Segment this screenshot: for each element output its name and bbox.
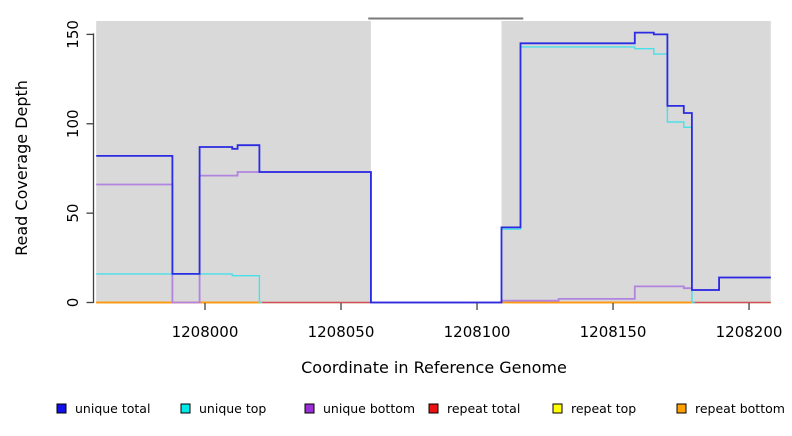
axes: 0 50 100 150 1208000 1208050 1208100 1208150 120… xyxy=(64,20,782,341)
y-tick-label: 100 xyxy=(64,109,82,138)
x-tick-label: 1208100 xyxy=(444,323,511,341)
legend-swatch xyxy=(428,403,439,414)
legend-label: repeat total xyxy=(447,401,520,416)
y-tick-label: 0 xyxy=(64,298,82,308)
series-unique-top xyxy=(96,46,695,304)
legend-label: repeat top xyxy=(571,401,636,416)
legend-item-unique-bottom: unique bottom xyxy=(304,401,415,416)
legend-label: unique top xyxy=(199,401,266,416)
legend-swatch xyxy=(180,403,191,414)
legend-swatch xyxy=(676,403,687,414)
x-tick-label: 1208200 xyxy=(716,323,783,341)
x-axis-title: Coordinate in Reference Genome xyxy=(301,358,567,377)
legend-swatch xyxy=(552,403,563,414)
legend-swatch xyxy=(304,403,315,414)
gap-region xyxy=(370,18,502,303)
legend-item-repeat-top: repeat top xyxy=(552,401,636,416)
legend-item-unique-top: unique top xyxy=(180,401,266,416)
legend-item-repeat-total: repeat total xyxy=(428,401,520,416)
legend-swatch xyxy=(56,403,67,414)
series-lines xyxy=(96,31,771,304)
legend-item-unique-total: unique total xyxy=(56,401,150,416)
y-axis-title: Read Coverage Depth xyxy=(12,80,31,256)
x-tick-label: 1208150 xyxy=(580,323,647,341)
series-unique-total xyxy=(96,31,771,304)
plot-panel xyxy=(96,17,771,303)
legend-label: unique total xyxy=(75,401,150,416)
legend-item-repeat-bottom: repeat bottom xyxy=(676,401,785,416)
y-tick-label: 150 xyxy=(64,20,82,49)
x-tick-label: 1208050 xyxy=(308,323,375,341)
legend: unique total unique top unique bottom repea… xyxy=(56,401,785,416)
legend-label: unique bottom xyxy=(323,401,415,416)
y-tick-label: 50 xyxy=(64,204,82,223)
legend-label: repeat bottom xyxy=(695,401,785,416)
x-tick-label: 1208000 xyxy=(172,323,239,341)
